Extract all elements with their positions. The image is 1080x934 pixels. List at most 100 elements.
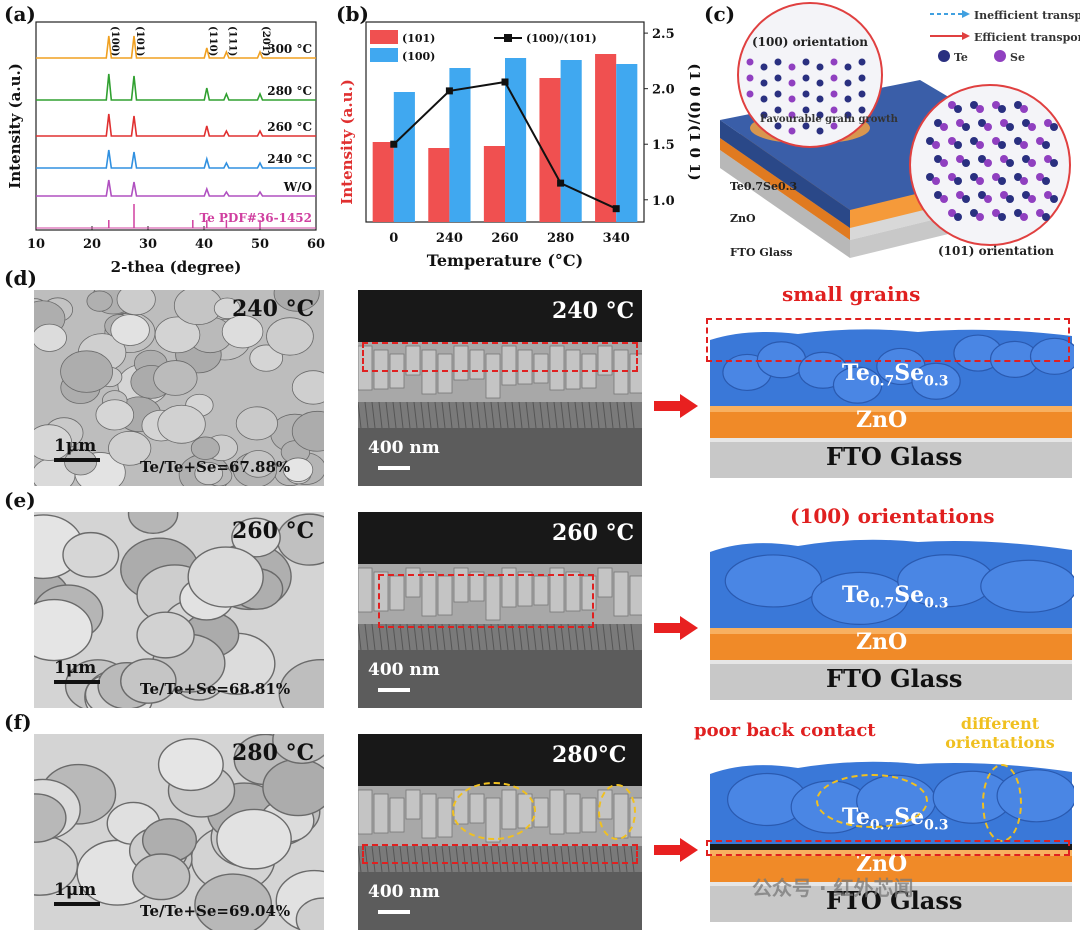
right-arrow-icon xyxy=(654,838,698,862)
atom-dot xyxy=(954,177,962,185)
atom-dot xyxy=(788,63,796,71)
atom-dot xyxy=(774,74,782,82)
atom-dot xyxy=(1022,119,1030,127)
bar-y2tick: 2.5 xyxy=(652,27,675,42)
bar-100 xyxy=(449,68,471,222)
layer-label-zno: ZnO xyxy=(856,629,908,655)
atom-dot xyxy=(816,79,824,87)
ratio-point xyxy=(612,205,620,213)
atom-dot xyxy=(998,141,1006,149)
layer-label-tese: Te0.7Se0.3 xyxy=(842,360,949,390)
atom-dot xyxy=(746,58,754,66)
atom-dot xyxy=(970,173,978,181)
panel-label-a: (a) xyxy=(4,2,36,26)
atom-dot xyxy=(984,195,992,203)
sem-topview-image xyxy=(34,290,324,486)
sem-composition-ratio: Te/Te+Se=68.81% xyxy=(140,680,291,698)
orient-101-label: (101) orientation xyxy=(938,244,1054,258)
atom-dot xyxy=(1006,195,1014,203)
atom-dot xyxy=(1050,195,1058,203)
xrd-peak-label: (101) xyxy=(134,26,145,56)
xrd-xtick: 30 xyxy=(139,237,157,252)
xrd-chart: 10 20 30 40 50 60 2-thea (degree) Intensity (a.… xyxy=(6,21,325,276)
bar-100 xyxy=(616,64,638,222)
atom-dot xyxy=(992,209,1000,217)
atom-dot xyxy=(830,58,838,66)
atom-dot xyxy=(976,177,984,185)
bar-101 xyxy=(483,146,505,222)
bar-xtick: 260 xyxy=(491,231,518,246)
atom-dot xyxy=(1000,191,1008,199)
xrd-series-line xyxy=(36,73,316,101)
xrd-series-line xyxy=(36,179,316,197)
panel-label-e: (e) xyxy=(4,488,36,512)
atom-dot xyxy=(956,191,964,199)
atom-dot xyxy=(1036,137,1044,145)
bar-ylabel: Intensity (a.u.) xyxy=(338,79,356,205)
atom-dot xyxy=(948,101,956,109)
xrd-peak-label: (100) xyxy=(109,26,120,56)
atom-dot xyxy=(816,63,824,71)
schematic-c: Inefficient transport Efficient transpor… xyxy=(720,2,1080,259)
fto-layer-side xyxy=(720,150,850,258)
xrd-series-line xyxy=(36,35,316,59)
atom-dot xyxy=(976,141,984,149)
atom-dot xyxy=(956,155,964,163)
xrd-xtick: 60 xyxy=(307,237,325,252)
bar-xtick: 0 xyxy=(389,231,398,246)
layer-label-zno: ZnO xyxy=(856,407,908,433)
growth-label: Favourable grain growth xyxy=(760,114,899,125)
legend-ratio-label: (100)/(101) xyxy=(526,32,597,45)
sem-topview-image xyxy=(34,512,324,708)
atom-dot xyxy=(1028,159,1036,167)
bar-100 xyxy=(505,58,527,222)
fto-glass-layer xyxy=(710,438,1072,478)
atom-dot xyxy=(948,209,956,217)
xrd-series-line xyxy=(36,149,316,169)
atom-dot xyxy=(970,137,978,145)
sem-topview-temp: 260 °C xyxy=(232,518,315,544)
atom-dot xyxy=(934,191,942,199)
sem-topview-scalebar: 1μm xyxy=(54,436,100,462)
atom-dot xyxy=(1028,195,1036,203)
layer-label-tese: Te0.7Se0.3 xyxy=(842,582,949,612)
sem-cross-section-image xyxy=(358,512,642,708)
atom-dot xyxy=(1014,209,1022,217)
xrd-reference-label: Te PDF#36-1452 xyxy=(200,211,312,225)
ratio-point xyxy=(445,87,453,95)
atom-dot xyxy=(802,74,810,82)
atom-dot xyxy=(830,122,838,130)
panel-label-b: (b) xyxy=(336,2,369,26)
atom-dot xyxy=(746,74,754,82)
xrd-series-label: 300 °C xyxy=(267,42,312,56)
xrd-peak-label: (111) xyxy=(226,26,237,56)
sem-topview-scalebar: 1μm xyxy=(54,658,100,684)
xrd-series-line xyxy=(36,113,316,137)
atom-dot xyxy=(934,119,942,127)
atom-dot xyxy=(940,159,948,167)
atom-dot xyxy=(1050,159,1058,167)
atom-dot xyxy=(760,111,768,119)
atom-dot xyxy=(788,79,796,87)
legend-ratio-marker xyxy=(504,34,512,42)
atom-dot xyxy=(1042,141,1050,149)
atom-dot xyxy=(984,123,992,131)
atom-dot xyxy=(940,195,948,203)
sem-cross-temp: 240 °C xyxy=(552,298,635,324)
atom-dot xyxy=(788,127,796,135)
atom-dot xyxy=(1020,213,1028,221)
panel-label-d: (d) xyxy=(4,266,37,290)
orientation-ellipse xyxy=(452,782,536,840)
atom-dot xyxy=(1044,155,1052,163)
atom-dot xyxy=(948,137,956,145)
layer-label-fto: FTO Glass xyxy=(826,442,963,471)
small-grains-box xyxy=(706,318,1070,362)
orientation-ellipse xyxy=(598,784,636,840)
watermark: 公众号 · 红外芯闻 xyxy=(752,876,914,900)
atom-dot xyxy=(992,137,1000,145)
xrd-series-label: 260 °C xyxy=(267,120,312,134)
sem-cross-section-image xyxy=(358,734,642,930)
atom-dot xyxy=(962,159,970,167)
bar-y2tick: 2.0 xyxy=(652,83,675,98)
atom-dot xyxy=(992,101,1000,109)
